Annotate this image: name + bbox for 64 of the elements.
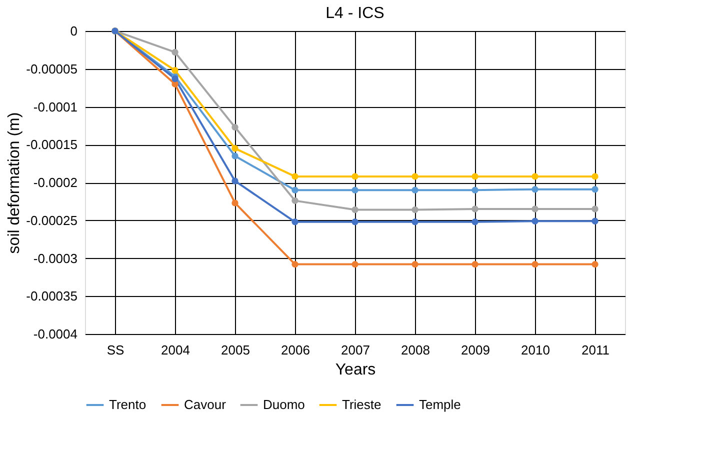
y-tick-label: -0.0003 [33, 250, 78, 266]
y-tick-label: -0.00015 [26, 137, 78, 152]
x-axis-title: Years [335, 362, 376, 378]
point [232, 145, 238, 152]
point [592, 206, 598, 212]
y-tick-label: 0 [70, 24, 78, 38]
x-tick-label: 2010 [521, 342, 550, 358]
point [232, 152, 238, 160]
point [232, 178, 238, 184]
point [412, 218, 418, 226]
legend-label: Trento [109, 397, 146, 412]
point [412, 186, 418, 194]
x-tick-label: 2006 [281, 342, 310, 358]
point [532, 218, 538, 224]
x-tick-label: 2011 [582, 342, 610, 358]
y-tick-label: -0.0004 [33, 326, 78, 342]
point [292, 186, 298, 194]
point [292, 173, 298, 180]
legend-label: Temple [419, 397, 461, 412]
point [592, 260, 598, 268]
point [352, 260, 358, 268]
legend-label: Cavour [184, 397, 227, 412]
chart-title: L4 - ICS [326, 5, 384, 22]
point [532, 206, 538, 212]
y-tick-label: -0.0001 [33, 99, 78, 114]
point [172, 48, 178, 56]
point [292, 260, 298, 268]
x-tick-label: 2009 [461, 342, 490, 358]
y-axis-title: soil deformation (m) [6, 112, 24, 254]
point [472, 206, 478, 212]
legend-label: Duomo [263, 397, 305, 412]
point [472, 173, 478, 180]
point [532, 260, 538, 268]
point [352, 173, 358, 180]
point [292, 218, 298, 226]
point [592, 218, 598, 224]
point [232, 124, 238, 131]
point [352, 186, 358, 194]
point [472, 260, 478, 268]
y-tick-label: -0.00005 [26, 61, 78, 76]
y-tick-label: -0.00025 [26, 212, 78, 228]
point [172, 75, 178, 82]
y-tick-label: -0.0002 [33, 175, 78, 190]
point [172, 67, 178, 74]
point [232, 200, 238, 206]
point [532, 186, 538, 193]
x-tick-label: 2005 [221, 342, 250, 358]
point [472, 218, 478, 226]
x-tick-label: 2004 [161, 342, 190, 358]
x-tick-label: SS [106, 342, 124, 358]
x-tick-label: 2007 [341, 342, 370, 358]
point [472, 186, 478, 194]
point [532, 173, 538, 180]
point [412, 206, 418, 214]
point [412, 173, 418, 180]
point [352, 218, 358, 226]
point [592, 173, 598, 180]
x-tick-label: 2008 [401, 342, 430, 358]
point [292, 197, 298, 204]
point [412, 260, 418, 268]
legend-label: Trieste [342, 397, 382, 412]
point [592, 186, 598, 193]
y-tick-label: -0.00035 [26, 288, 78, 304]
point [352, 206, 358, 214]
